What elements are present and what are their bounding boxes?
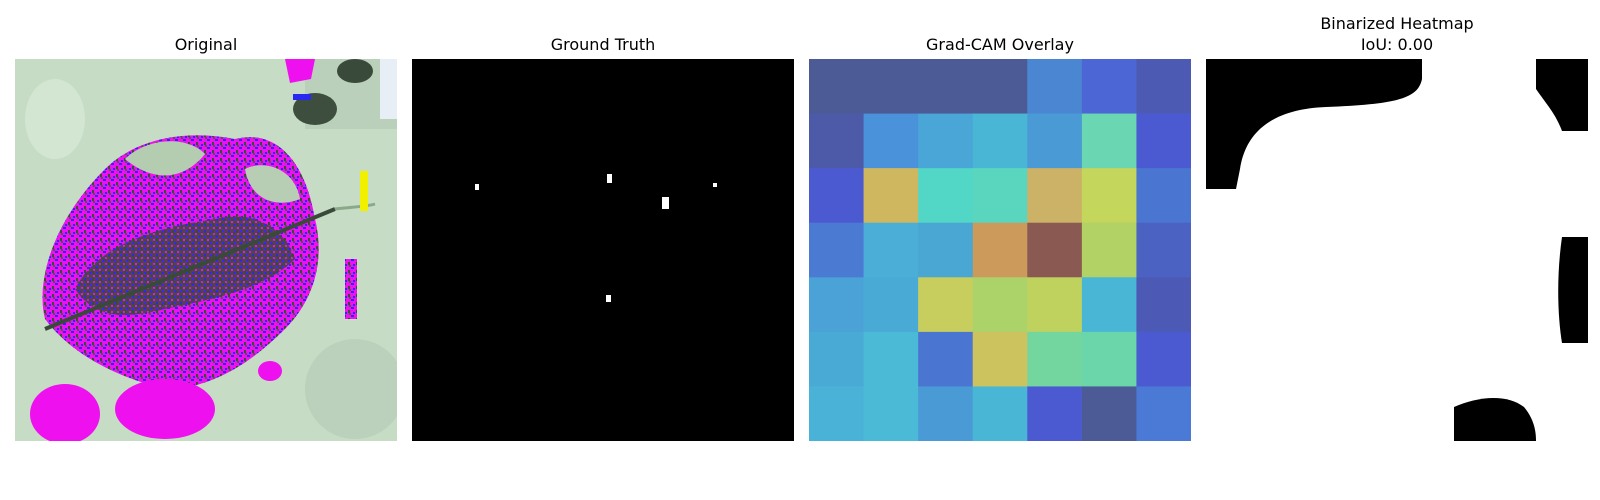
gradcam-cell (1027, 331, 1083, 387)
gradcam-cell (1136, 168, 1191, 224)
gradcam-cell (863, 386, 919, 441)
panel-title-gradcam: Grad-CAM Overlay (926, 35, 1074, 54)
gradcam-cell (863, 113, 919, 169)
gradcam-cell (1136, 222, 1191, 278)
gradcam-cell (809, 331, 865, 387)
gradcam-cell (809, 168, 865, 224)
original-image (15, 59, 397, 441)
gradcam-cell (863, 168, 919, 224)
gradcam-cell (809, 277, 865, 333)
gradcam-cell (918, 222, 974, 278)
gradcam-cell (1136, 59, 1191, 115)
gradcam-cell (1136, 113, 1191, 169)
gradcam-cell (1027, 113, 1083, 169)
gradcam-cell (863, 277, 919, 333)
gradcam-cell (972, 59, 1028, 115)
gradcam-cell (1027, 59, 1083, 115)
heatmap-region (1558, 237, 1588, 343)
mask-spot (606, 295, 611, 302)
mask-spot (475, 184, 479, 190)
gradcam-cell (863, 331, 919, 387)
gradcam-cell (1081, 222, 1137, 278)
gradcam-cell (1081, 331, 1137, 387)
gradcam-cell (1081, 277, 1137, 333)
gradcam-cell (863, 59, 919, 115)
gradcam-cell (809, 386, 865, 441)
ground-truth-mask (412, 59, 794, 441)
gradcam-cell (918, 277, 974, 333)
gradcam-cell (918, 386, 974, 441)
gradcam-cell (1081, 168, 1137, 224)
gradcam-cell (1081, 386, 1137, 441)
gradcam-cell (1081, 113, 1137, 169)
gradcam-cell (1136, 331, 1191, 387)
gradcam-cell (972, 277, 1028, 333)
mask-spot (713, 183, 717, 187)
binarized-heatmap (1206, 59, 1588, 441)
heatmap-region (1206, 59, 1422, 189)
gradcam-cell (972, 386, 1028, 441)
gradcam-cell (1027, 277, 1083, 333)
heatmap-region (1536, 59, 1588, 131)
gradcam-cell (918, 113, 974, 169)
binarized-title-text: Binarized Heatmap (1320, 14, 1474, 33)
mask-spot (662, 197, 669, 209)
gradcam-cell (972, 331, 1028, 387)
gradcam-cell (1136, 386, 1191, 441)
gradcam-cell (809, 222, 865, 278)
panel-title-binarized: Binarized Heatmap IoU: 0.00 (1206, 13, 1588, 55)
panel-title-original: Original (174, 35, 238, 54)
gradcam-cell (809, 113, 865, 169)
mask-spot (607, 174, 612, 183)
gradcam-cell (918, 59, 974, 115)
gradcam-overlay (809, 59, 1191, 441)
heatmap-region (1454, 397, 1536, 441)
panel-title-ground-truth: Ground Truth (550, 35, 656, 54)
gradcam-cell (918, 168, 974, 224)
gradcam-cell (863, 222, 919, 278)
gradcam-cell (918, 331, 974, 387)
gradcam-cell (972, 168, 1028, 224)
gradcam-cell (1136, 277, 1191, 333)
gradcam-cell (809, 59, 865, 115)
iou-label: IoU: 0.00 (1360, 35, 1434, 54)
gradcam-cell (1027, 168, 1083, 224)
gradcam-cell (972, 113, 1028, 169)
gradcam-cell (972, 222, 1028, 278)
gradcam-cell (1081, 59, 1137, 115)
gradcam-cell (1027, 222, 1083, 278)
gradcam-cell (1027, 386, 1083, 441)
